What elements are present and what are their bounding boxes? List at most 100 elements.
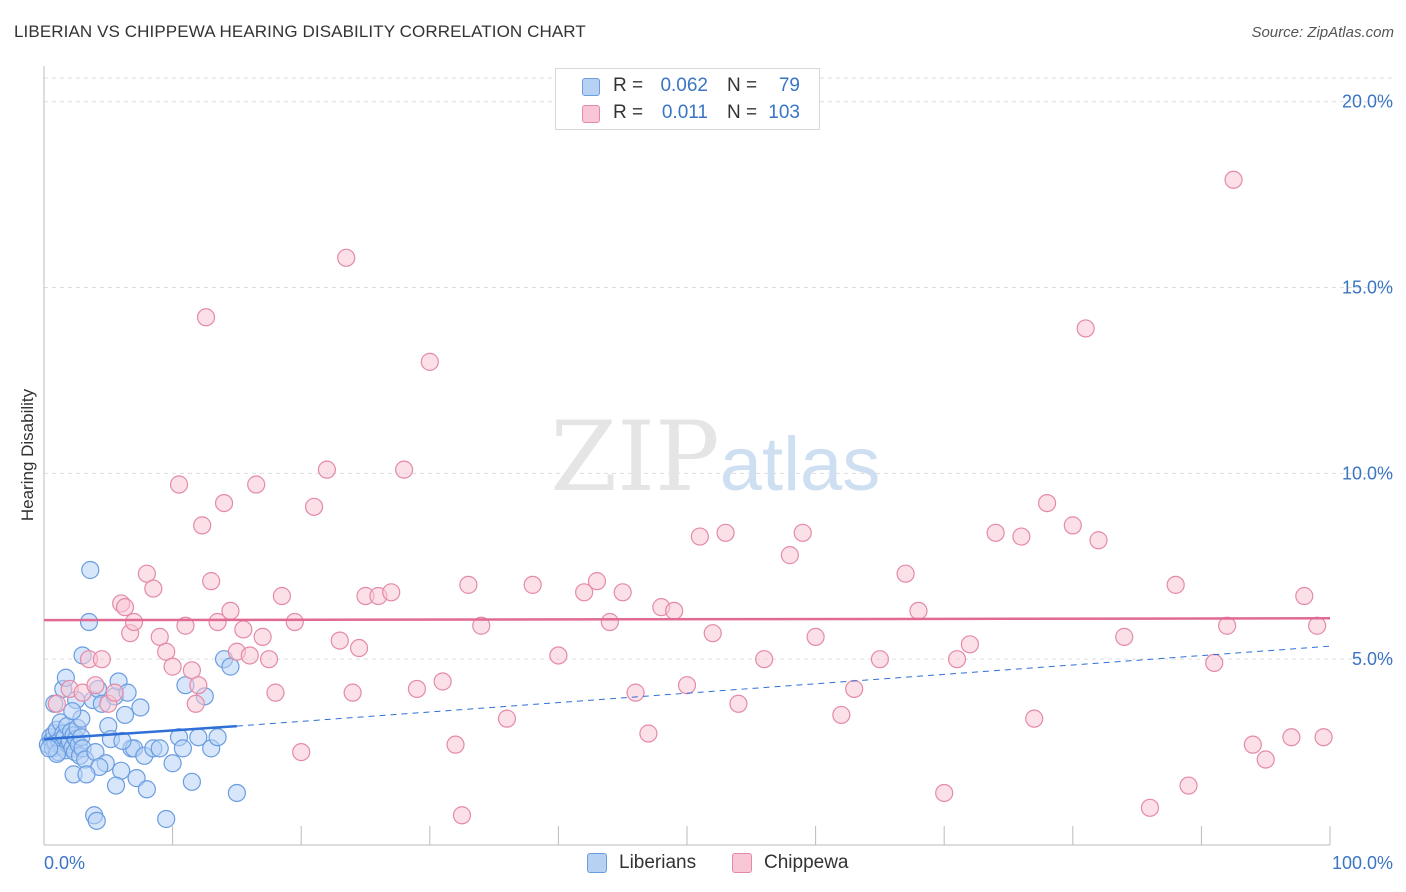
- chart-title: LIBERIAN VS CHIPPEWA HEARING DISABILITY …: [14, 22, 586, 41]
- point-chippewa: [755, 650, 774, 669]
- point-chippewa: [124, 612, 144, 632]
- legend-n-label: N =: [727, 102, 758, 123]
- point-chippewa: [240, 646, 259, 665]
- point-chippewa: [337, 248, 356, 267]
- point-chippewa: [626, 683, 645, 702]
- legend-n-value: 79: [778, 75, 800, 96]
- point-chippewa: [1308, 616, 1327, 635]
- point-chippewa: [86, 676, 105, 695]
- point-liberians: [113, 731, 132, 751]
- point-liberians: [106, 776, 126, 795]
- point-chippewa: [304, 497, 324, 516]
- point-chippewa: [677, 676, 697, 695]
- point-chippewa: [176, 616, 195, 635]
- point-liberians: [208, 728, 227, 747]
- point-chippewa: [600, 612, 619, 632]
- watermark-atlas: atlas: [720, 422, 881, 507]
- point-chippewa: [549, 646, 568, 665]
- bottom-legend-swatch-liberians: [587, 853, 607, 873]
- point-chippewa: [420, 352, 439, 371]
- x-tick-label: 100.0%: [1332, 853, 1393, 873]
- point-chippewa: [780, 546, 799, 565]
- point-chippewa: [186, 694, 205, 713]
- point-chippewa: [407, 679, 427, 699]
- point-chippewa: [1179, 776, 1198, 795]
- point-chippewa: [703, 624, 722, 643]
- legend-r-value: 0.011: [661, 102, 708, 123]
- legend-r-label: R =: [613, 75, 644, 96]
- bottom-legend-swatch-chippewa: [732, 853, 752, 873]
- point-chippewa: [896, 564, 915, 583]
- point-chippewa: [729, 694, 748, 713]
- point-chippewa: [613, 583, 632, 602]
- tick-labels: 5.0% 10.0% 15.0% 20.0% 0.0% 100.0%: [44, 92, 1393, 873]
- legend-n-value: 103: [768, 102, 800, 123]
- point-chippewa: [832, 705, 851, 725]
- point-chippewa: [986, 523, 1005, 542]
- point-liberians: [157, 809, 176, 829]
- point-chippewa: [115, 598, 135, 617]
- point-chippewa: [1140, 798, 1160, 817]
- point-chippewa: [214, 493, 234, 513]
- point-chippewa: [1037, 493, 1057, 513]
- point-chippewa: [793, 523, 812, 542]
- point-chippewa: [716, 523, 735, 542]
- point-chippewa: [459, 575, 478, 594]
- point-chippewa: [639, 724, 658, 743]
- point-chippewa: [92, 650, 111, 669]
- data-points: [38, 170, 1333, 830]
- point-liberians: [173, 739, 192, 758]
- point-liberians: [137, 780, 156, 799]
- point-chippewa: [259, 650, 279, 669]
- point-chippewa: [221, 601, 240, 620]
- point-chippewa: [452, 806, 472, 825]
- point-liberians: [81, 560, 100, 580]
- point-liberians: [79, 612, 99, 632]
- point-chippewa: [193, 516, 212, 535]
- legend-swatch-chippewa: [582, 105, 600, 123]
- point-chippewa: [1295, 586, 1314, 606]
- point-chippewa: [105, 683, 124, 702]
- point-chippewa: [247, 475, 266, 494]
- point-chippewa: [1166, 575, 1185, 594]
- trend-line-chippewa: [43, 617, 1331, 622]
- watermark-zip: ZIP: [550, 401, 719, 513]
- point-chippewa: [272, 586, 292, 606]
- point-chippewa: [1025, 709, 1044, 728]
- point-chippewa: [1224, 170, 1243, 189]
- point-chippewa: [523, 575, 542, 594]
- bottom-legend-label: Liberians: [619, 852, 697, 873]
- point-chippewa: [189, 676, 208, 695]
- point-liberians: [77, 765, 96, 784]
- point-chippewa: [575, 583, 594, 602]
- point-chippewa: [909, 601, 928, 620]
- legend-r-value: 0.062: [660, 75, 708, 96]
- y-tick-label: 15.0%: [1342, 278, 1393, 298]
- point-chippewa: [935, 783, 954, 803]
- point-chippewa: [144, 579, 163, 598]
- point-chippewa: [433, 672, 452, 691]
- point-chippewa: [208, 612, 227, 632]
- point-chippewa: [446, 735, 465, 754]
- point-chippewa: [234, 620, 253, 639]
- trend-line-liberians: [43, 724, 237, 741]
- point-liberians: [87, 811, 106, 830]
- point-liberians: [150, 739, 169, 758]
- point-chippewa: [1205, 653, 1224, 672]
- point-chippewa: [163, 657, 182, 676]
- point-chippewa: [1282, 728, 1301, 747]
- point-liberians: [115, 705, 135, 725]
- y-tick-label: 20.0%: [1342, 92, 1393, 112]
- point-chippewa: [1314, 728, 1333, 747]
- point-liberians: [182, 772, 201, 791]
- point-chippewa: [1063, 516, 1082, 535]
- point-chippewa: [587, 572, 607, 591]
- point-chippewa: [497, 709, 517, 728]
- point-chippewa: [343, 683, 362, 702]
- point-liberians: [40, 739, 59, 758]
- point-chippewa: [266, 683, 285, 702]
- point-chippewa: [845, 679, 864, 699]
- point-chippewa: [1256, 750, 1275, 769]
- point-chippewa: [382, 583, 401, 602]
